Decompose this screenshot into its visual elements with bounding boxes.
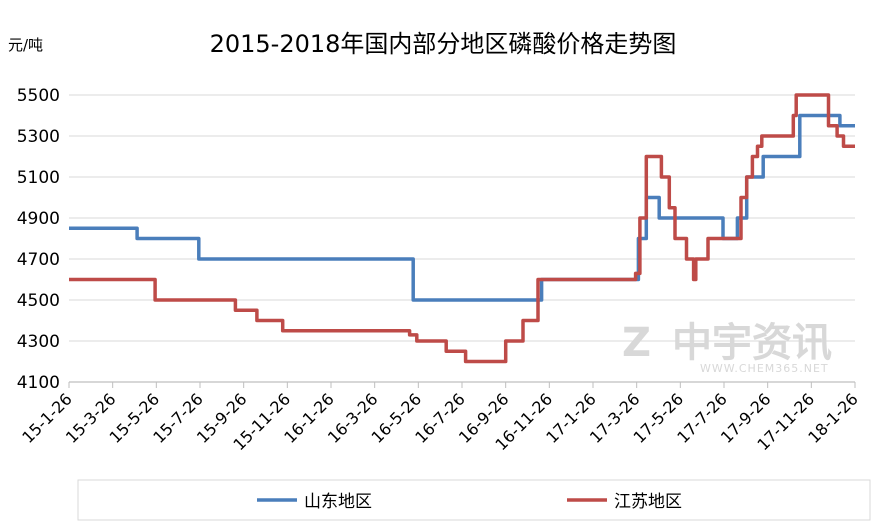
watermark-site: WWW.CHEM365.NET — [700, 362, 829, 375]
y-tick-label: 4300 — [17, 332, 60, 352]
series-line-1 — [69, 113, 855, 302]
y-tick-label: 4100 — [17, 373, 60, 393]
watermark-brand: 中宇资讯 — [672, 320, 832, 366]
watermark-logo: Z — [622, 320, 651, 366]
y-tick-label: 4700 — [17, 250, 60, 270]
y-tick-label: 4500 — [17, 291, 60, 311]
y-tick-label: 5300 — [17, 127, 60, 147]
legend-label-1: 山东地区 — [304, 492, 372, 512]
chart-title: 2015-2018年国内部分地区磷酸价格走势图 — [210, 30, 677, 58]
y-tick-label: 5100 — [17, 168, 60, 188]
series-line-2 — [69, 93, 855, 364]
y-axis-unit: 元/吨 — [8, 36, 43, 54]
legend-label-2: 江苏地区 — [614, 492, 682, 512]
legend-box — [77, 479, 871, 521]
watermark: Z 中宇资讯 WWW.CHEM365.NET — [622, 320, 832, 375]
legend: 山东地区 江苏地区 — [77, 479, 871, 521]
y-tick-label: 5500 — [17, 86, 60, 106]
series-lines — [69, 93, 855, 364]
x-axis: 15-1-2615-3-2615-5-2615-7-2615-9-2615-11… — [18, 381, 862, 454]
y-axis-ticks: 4100 4300 4500 4700 4900 5100 5300 5500 — [17, 86, 60, 393]
y-tick-label: 4900 — [17, 209, 60, 229]
